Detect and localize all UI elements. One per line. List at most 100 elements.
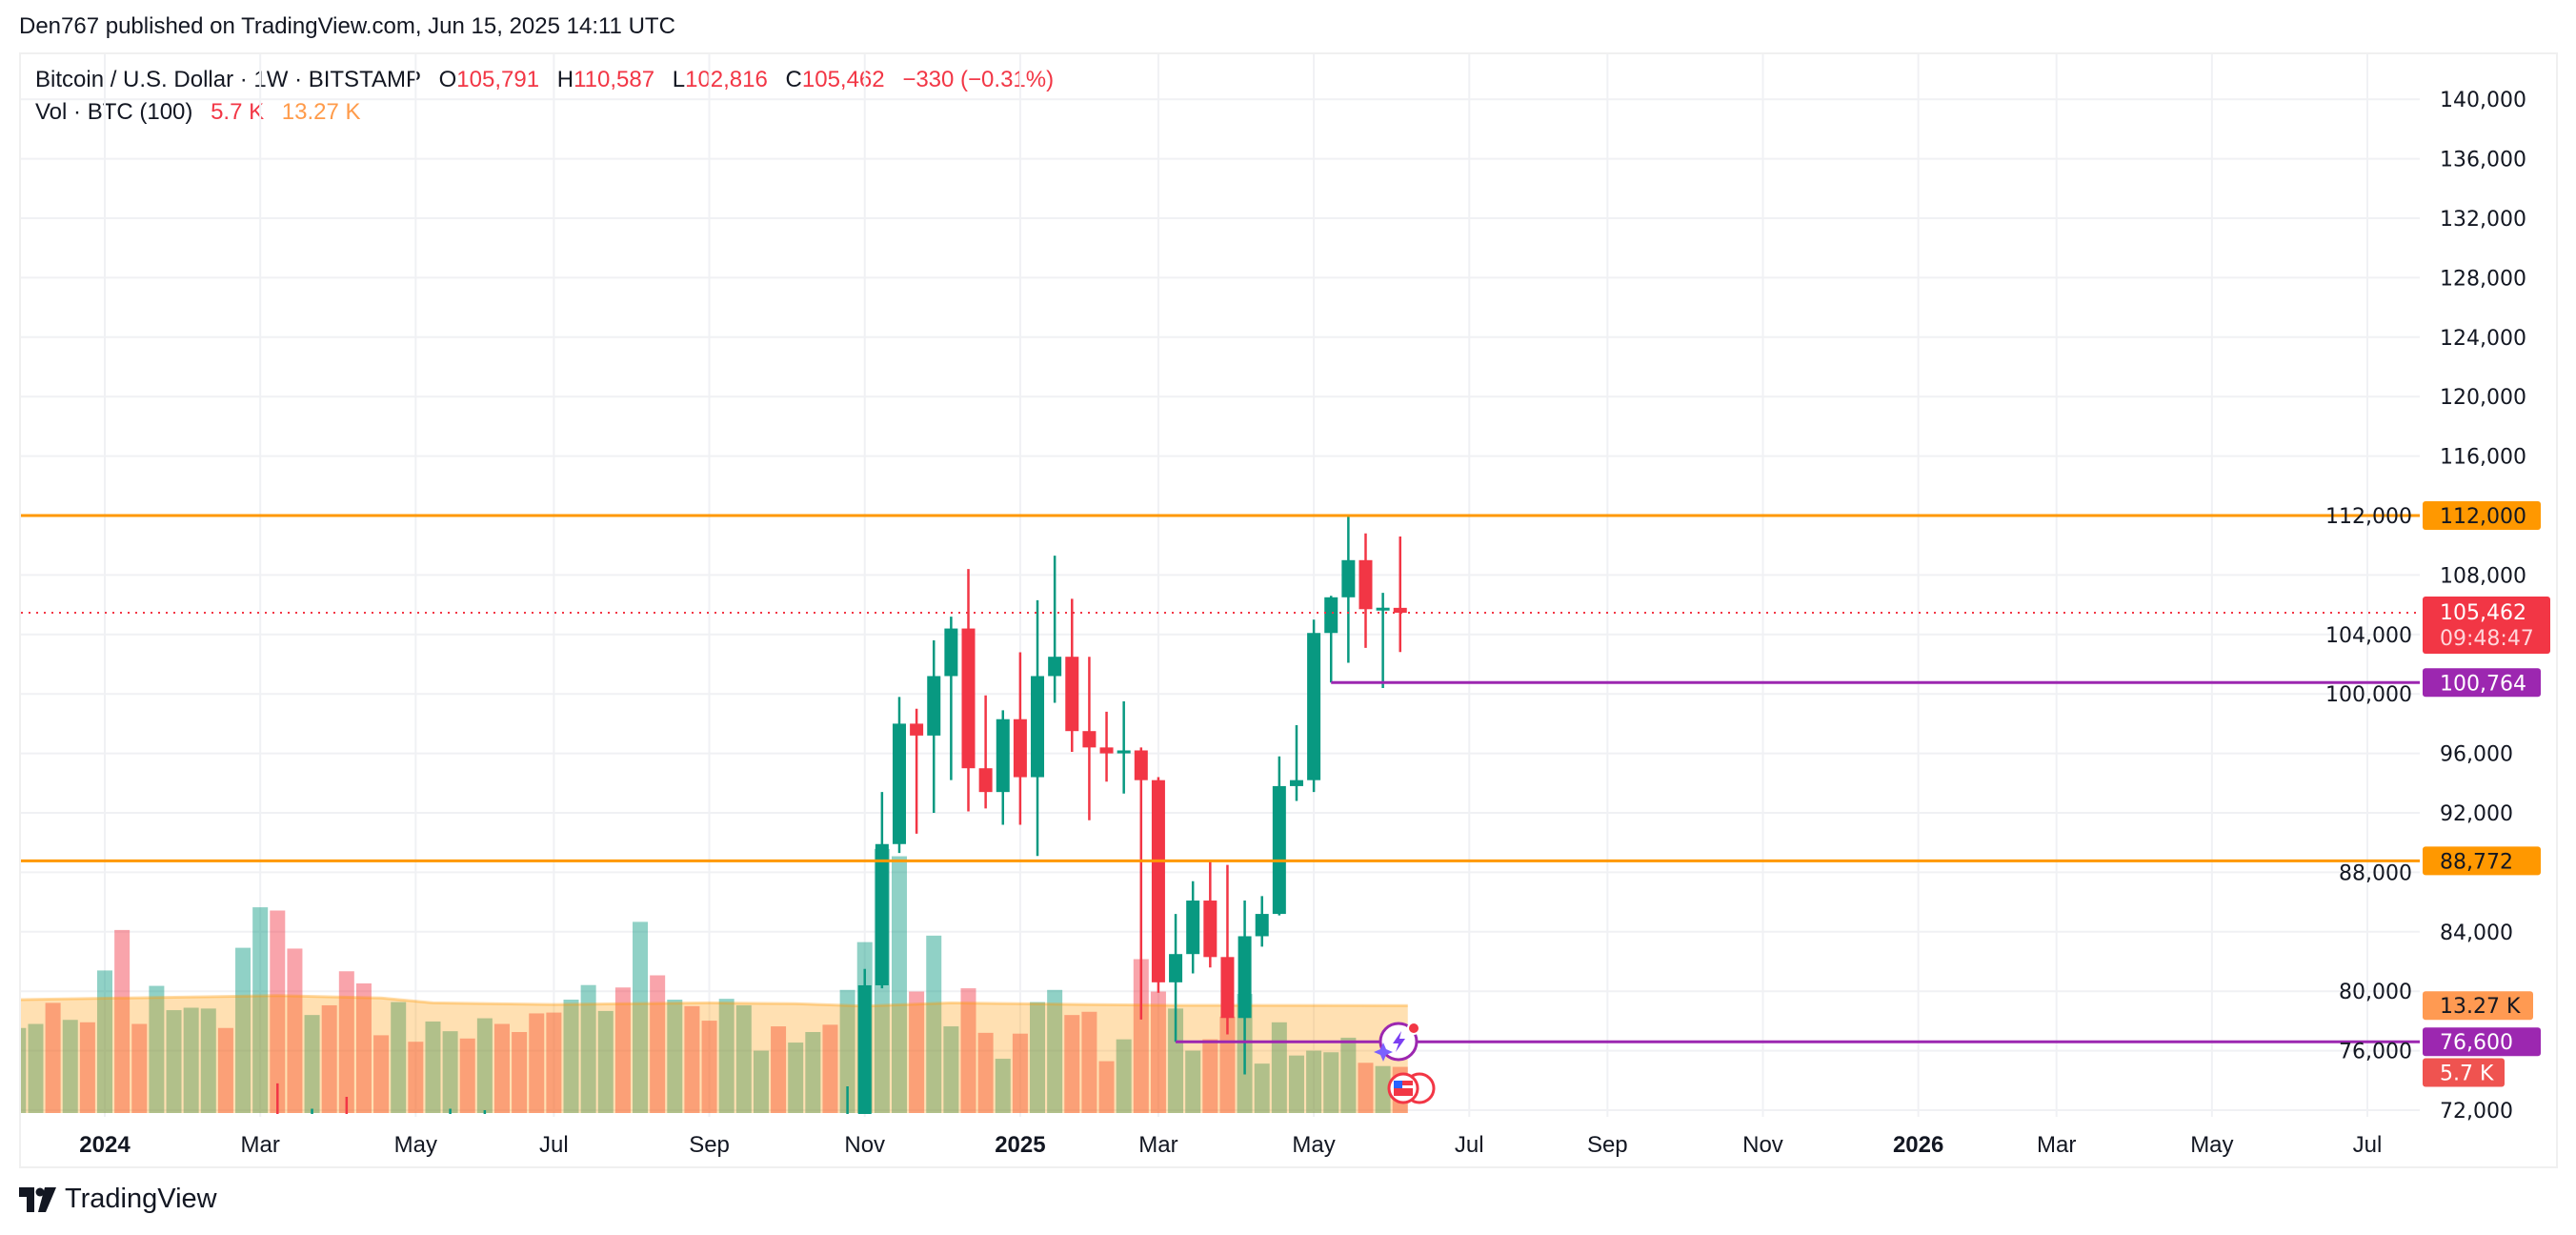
candle: [1272, 756, 1286, 916]
volume-bar: [580, 984, 596, 1113]
candle-body: [1358, 559, 1373, 610]
volume-bar: [391, 1002, 407, 1113]
volume-ma-line: [21, 994, 1408, 1008]
volume-bar: [788, 1043, 804, 1113]
price-tick-label: 136,000: [2440, 149, 2526, 172]
line-price-badge-text: 100,764: [2440, 672, 2526, 696]
time-tick-label: Sep: [689, 1132, 730, 1158]
volume-bar: [650, 975, 666, 1113]
candle-body: [910, 723, 924, 736]
candle-body: [1272, 785, 1286, 915]
tradingview-logo[interactable]: TradingView: [19, 1184, 217, 1215]
tradingview-logo-icon: [19, 1186, 56, 1212]
candle: [1065, 598, 1079, 753]
volume-bar: [149, 985, 165, 1113]
time-tick-label: Mar: [2037, 1132, 2076, 1158]
volume-bar: [977, 1032, 994, 1113]
candle-body: [1065, 657, 1079, 732]
candle-body: [1151, 779, 1165, 982]
volume-bar: [476, 1018, 493, 1113]
candle: [311, 1108, 313, 1114]
candle-body: [1255, 914, 1269, 937]
price-tick-label: 108,000: [2440, 564, 2526, 588]
candle-body: [1324, 597, 1338, 634]
line-price-badge-bg: [2423, 846, 2541, 876]
time-axis[interactable]: 2024 Mar May Jul Sep Nov 2025 Mar May Jul Sep Nov 20…: [79, 1132, 2382, 1158]
volume-bar: [1202, 1039, 1218, 1113]
candle: [1203, 860, 1218, 968]
volume-bar: [960, 988, 976, 1113]
volume-bar: [1030, 1002, 1046, 1113]
candle: [276, 1083, 279, 1114]
volume-bar: [891, 856, 907, 1113]
candle-body: [1031, 676, 1045, 778]
time-tick-label: 2025: [995, 1132, 1045, 1158]
symbol-name[interactable]: Bitcoin / U.S. Dollar · 1W · BITSTAMP: [35, 67, 421, 92]
time-tick-label: May: [1292, 1132, 1335, 1158]
price-tick-label: 92,000: [2440, 802, 2513, 826]
close-value: 105,462: [801, 67, 885, 92]
volume-title[interactable]: Vol · BTC (100): [35, 99, 193, 125]
candle: [1082, 657, 1097, 820]
volume-ma-area: [21, 995, 1408, 1113]
candle: [1117, 701, 1131, 794]
candle: [857, 968, 872, 1114]
chart-frame: [19, 52, 2558, 1168]
candle-body: [944, 628, 958, 677]
candle-body: [340, 1149, 353, 1205]
volume-bar: [321, 1004, 337, 1113]
candle: [340, 1096, 353, 1205]
price-tick-label: 100,000: [2325, 683, 2412, 707]
candle-body: [1134, 750, 1148, 780]
volume-bar: [28, 1023, 44, 1113]
price-tick-label: 132,000: [2440, 208, 2526, 232]
volume-bar: [425, 1021, 441, 1113]
line-price-badge-bg: [2423, 668, 2541, 698]
candle: [1307, 619, 1321, 793]
volume-bar: [1047, 989, 1063, 1113]
candle-body: [1099, 747, 1114, 754]
volume-bar: [1358, 1063, 1374, 1113]
event-icons[interactable]: [1374, 1022, 1436, 1104]
candle-body: [1376, 607, 1390, 611]
candle: [1134, 747, 1148, 1020]
volume-bar: [21, 1027, 27, 1113]
price-tick-label: 84,000: [2440, 921, 2513, 945]
change-value: −330 (−0.31%): [902, 67, 1055, 92]
volume-badge: 5.7 K: [2423, 1058, 2505, 1087]
line-price-badge-bg: [2423, 1027, 2541, 1057]
symbol-legend[interactable]: Bitcoin / U.S. Dollar · 1W · BITSTAMP O1…: [35, 67, 1054, 93]
line-price-badge: 76,600: [2423, 1027, 2541, 1057]
candle-body: [1013, 719, 1027, 778]
candle: [1048, 556, 1062, 703]
lightning-badge-icon[interactable]: [1374, 1022, 1420, 1062]
us-flag-icon[interactable]: [1387, 1072, 1436, 1104]
time-tick-label: Jul: [1455, 1132, 1484, 1158]
volume-bar: [442, 1031, 458, 1113]
line-price-badge-text: 76,600: [2440, 1031, 2513, 1055]
price-tick-label: 116,000: [2440, 446, 2526, 470]
volume-bar: [1254, 1063, 1270, 1113]
price-tick-label: 72,000: [2440, 1100, 2513, 1124]
price-axis[interactable]: 140,000 136,000 132,000 128,000 124,000 120,0…: [2325, 89, 2526, 1124]
volume-badge-text: 13.27 K: [2440, 995, 2521, 1019]
volume-legend[interactable]: Vol · BTC (100) 5.7 K 13.27 K: [35, 99, 361, 126]
volume-bar: [771, 1026, 787, 1113]
candle-body: [1203, 901, 1218, 958]
volume-bar: [166, 1010, 182, 1113]
time-tick-label: May: [394, 1132, 437, 1158]
volume-bar: [943, 1026, 959, 1113]
volume-bar: [373, 1035, 390, 1113]
countdown-text: 09:48:47: [2440, 627, 2534, 651]
volume-bar: [270, 910, 286, 1113]
volume-bar: [753, 1050, 769, 1113]
volume-bar: [1288, 1055, 1304, 1113]
line-price-badge-text: 112,000: [2440, 505, 2526, 529]
candle: [978, 695, 993, 809]
time-tick-label: Jul: [539, 1132, 569, 1158]
volume-bar: [45, 1002, 61, 1113]
drawings[interactable]: [21, 514, 2420, 1043]
candle: [910, 708, 924, 834]
